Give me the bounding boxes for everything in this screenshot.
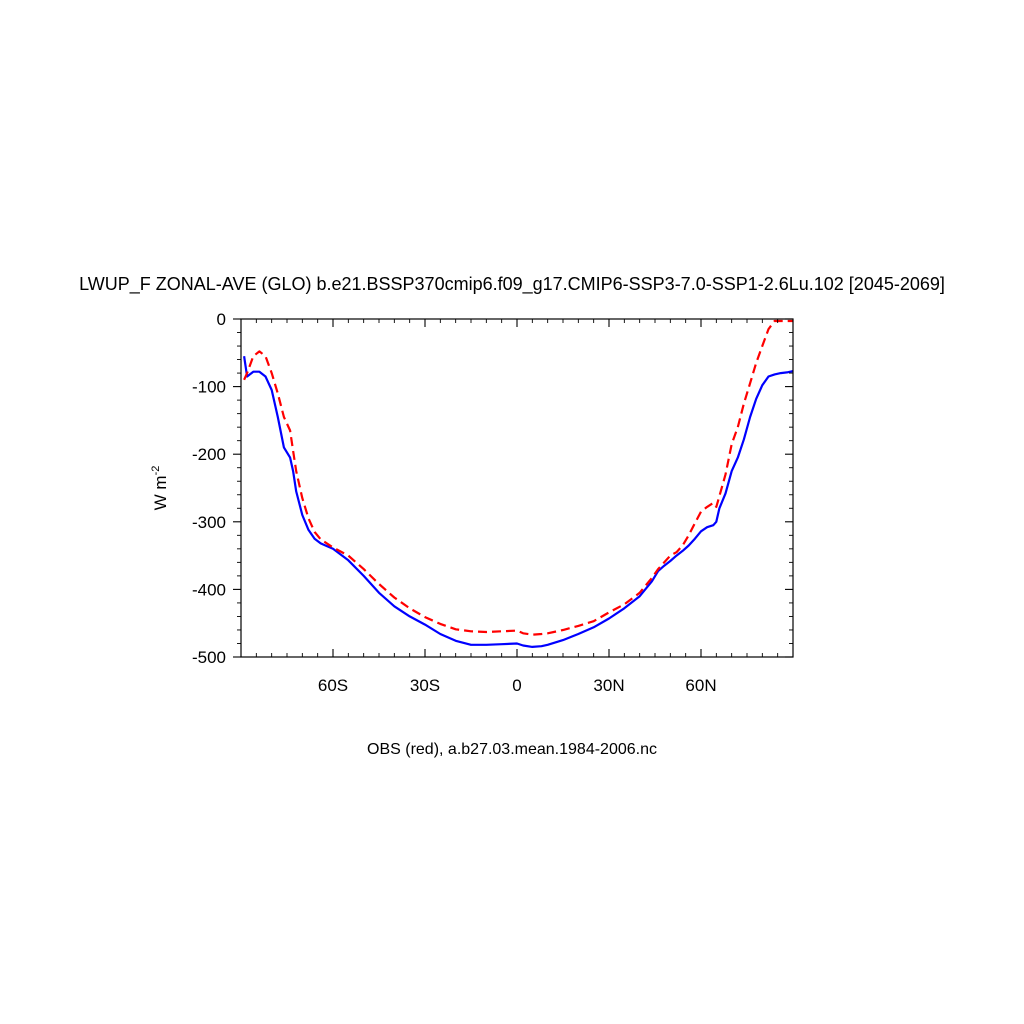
y-axis: 0 -100 -200 -300 -400 -500 (192, 310, 793, 667)
y-axis-label: W m-2 (150, 466, 170, 511)
x-axis: 60S 30S 0 30N 60N (318, 319, 717, 695)
x-tick-label: 60N (685, 676, 716, 695)
y-tick-label: -500 (192, 648, 226, 667)
series-line-2 (243, 319, 793, 636)
chart-caption: OBS (red), a.b27.03.mean.1984-2006.nc (367, 741, 657, 758)
series-layer (243, 319, 793, 648)
minor-ticks (237, 319, 793, 657)
y-tick-label: 0 (217, 310, 226, 329)
y-tick-label: -100 (192, 378, 226, 397)
plot-frame (240, 318, 794, 658)
plot-area: 60S 30S 0 30N 60N 0 -100 -200 -300 -400 -500 (192, 310, 794, 695)
x-tick-label: 30N (593, 676, 624, 695)
y-tick-label: -200 (192, 445, 226, 464)
series-line-1 (243, 356, 793, 648)
x-tick-label: 0 (512, 676, 521, 695)
x-tick-label: 30S (410, 676, 440, 695)
chart-title: LWUP_F ZONAL-AVE (GLO) b.e21.BSSP370cmip… (79, 274, 945, 295)
x-tick-label: 60S (318, 676, 348, 695)
y-tick-label: -400 (192, 580, 226, 599)
y-tick-label: -300 (192, 513, 226, 532)
